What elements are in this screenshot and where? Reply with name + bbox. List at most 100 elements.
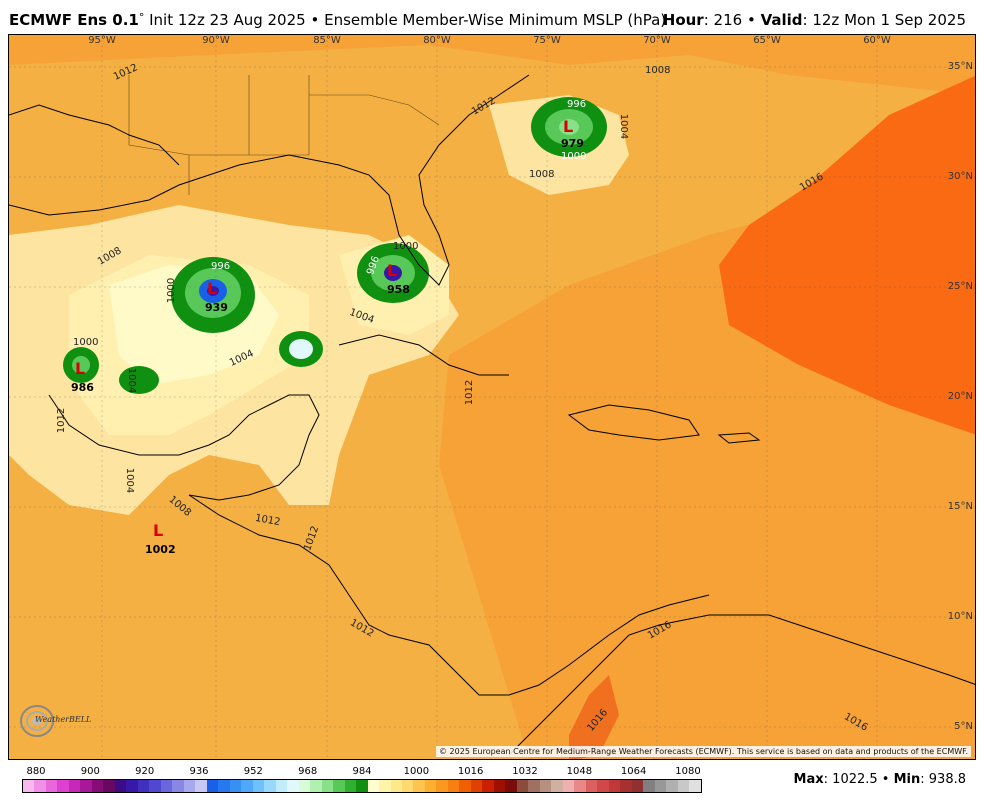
colorbar-swatch bbox=[436, 780, 448, 792]
colorbar-swatch bbox=[137, 780, 150, 792]
lat-label-15n: 15°N bbox=[947, 501, 973, 512]
colorbar-swatch bbox=[68, 780, 81, 792]
low-marker-north: L bbox=[563, 117, 574, 136]
valid-bullet: • bbox=[746, 11, 756, 29]
colorbar-swatch bbox=[172, 780, 184, 792]
colorbar-swatch bbox=[643, 780, 655, 792]
contour-label: 1000 bbox=[561, 151, 587, 162]
colorbar-swatch bbox=[562, 780, 575, 792]
colorbar-tick-label: 920 bbox=[135, 766, 155, 777]
colorbar-tick-label: 968 bbox=[298, 766, 318, 777]
colorbar-swatch bbox=[516, 780, 529, 792]
title-bullet: • bbox=[310, 11, 320, 29]
contour-label: 1000 bbox=[73, 337, 99, 348]
valid-label: Valid bbox=[760, 11, 803, 29]
high-pressure-region bbox=[719, 75, 975, 435]
colorbar-swatch bbox=[45, 780, 58, 792]
pressure-map[interactable]: 95°W 90°W 85°W 80°W 75°W 70°W 65°W 60°W … bbox=[8, 34, 976, 760]
contour-label: 1008 bbox=[529, 169, 555, 180]
lat-label-10n: 10°N bbox=[947, 611, 973, 622]
min-value: : 938.8 bbox=[920, 772, 966, 787]
header-title: ECMWF Ens 0.1° Init 12z 23 Aug 2025 • En… bbox=[9, 11, 666, 29]
contour-label: 1008 bbox=[645, 65, 671, 76]
degree-symbol: ° bbox=[138, 11, 145, 24]
low-value-gulf: 939 bbox=[205, 301, 228, 314]
low-marker-florida: L bbox=[387, 261, 398, 280]
colorbar-tick-label: 1048 bbox=[566, 766, 593, 777]
colorbar-swatch bbox=[264, 780, 276, 792]
colorbar-swatch bbox=[493, 780, 506, 792]
grid-lines bbox=[9, 35, 975, 759]
colorbar-swatch bbox=[390, 780, 402, 792]
max-value: : 1022.5 bbox=[823, 772, 878, 787]
hour-label: Hour bbox=[662, 11, 704, 29]
logo-text: WeatherBELL bbox=[35, 715, 92, 724]
colorbar-swatch bbox=[57, 780, 69, 792]
lon-label-80w: 80°W bbox=[423, 35, 451, 46]
colorbar-swatch bbox=[310, 780, 322, 792]
colorbar-swatch bbox=[333, 780, 345, 792]
map-shading bbox=[9, 35, 975, 759]
model-name: ECMWF Ens 0.1 bbox=[9, 11, 139, 29]
colorbar-swatch bbox=[528, 780, 540, 792]
contour-label: 1004 bbox=[126, 367, 138, 394]
colorbar-swatch bbox=[34, 780, 46, 792]
colorbar-swatch bbox=[275, 780, 288, 792]
low-value-west: 986 bbox=[71, 381, 94, 394]
colorbar-tick-label: 1000 bbox=[403, 766, 430, 777]
colorbar-swatch bbox=[91, 780, 104, 792]
colorbar-swatch bbox=[367, 780, 380, 792]
header-valid: Hour: 216 • Valid: 12z Mon 1 Sep 2025 bbox=[663, 11, 966, 29]
colorbar-swatch bbox=[241, 780, 253, 792]
contour-label: 1012 bbox=[464, 379, 476, 406]
colorbar-swatch bbox=[424, 780, 437, 792]
storm-core-mexico bbox=[119, 366, 159, 394]
stats-bullet: • bbox=[881, 772, 890, 787]
colorbar-tick-label: 1032 bbox=[512, 766, 538, 777]
colorbar-labels: 880 900 920 936 952 968 984 1000 1016 1032 1048 106… bbox=[22, 766, 702, 778]
logo-swirl-icon bbox=[20, 705, 54, 737]
low-value-pacific: 1002 bbox=[145, 543, 176, 556]
colorbar-swatch bbox=[114, 780, 127, 792]
colorbar-tick-label: 952 bbox=[243, 766, 263, 777]
colorbar-swatch bbox=[470, 780, 483, 792]
colorbar-swatch bbox=[447, 780, 460, 792]
colorbar-tick-label: 936 bbox=[189, 766, 209, 777]
colorbar-swatch bbox=[80, 780, 92, 792]
colorbar-swatch bbox=[195, 780, 207, 792]
lat-label-35n: 35°N bbox=[947, 61, 973, 72]
colorbar-swatch bbox=[149, 780, 161, 792]
colorbar-tick-label: 984 bbox=[352, 766, 372, 777]
storm-core-west-inner bbox=[72, 356, 90, 374]
colorbar-swatch bbox=[126, 780, 138, 792]
colorbar-swatch bbox=[379, 780, 391, 792]
colorbar-swatch bbox=[344, 780, 357, 792]
colorbar-tick-label: 880 bbox=[26, 766, 46, 777]
valid-value: : 12z Mon 1 Sep 2025 bbox=[802, 11, 966, 29]
colorbar-swatch bbox=[539, 780, 552, 792]
lon-label-75w: 75°W bbox=[533, 35, 561, 46]
product-name: Ensemble Member-Wise Minimum MSLP (hPa) bbox=[324, 11, 667, 29]
contour-label: 1000 bbox=[393, 241, 419, 252]
colorbar-swatch bbox=[620, 780, 632, 792]
colorbar-swatch bbox=[585, 780, 598, 792]
low-marker-west: L bbox=[75, 359, 86, 378]
colorbar-swatch bbox=[505, 780, 517, 792]
contour-label: 996 bbox=[211, 261, 231, 272]
colorbar-swatch bbox=[654, 780, 667, 792]
colorbar-swatch bbox=[287, 780, 299, 792]
colorbar-swatch bbox=[689, 780, 701, 792]
lon-label-60w: 60°W bbox=[863, 35, 891, 46]
hour-value: : 216 bbox=[703, 11, 743, 29]
colorbar-swatch bbox=[252, 780, 265, 792]
storm-core-yucatan-inner bbox=[289, 339, 313, 359]
lon-label-90w: 90°W bbox=[202, 35, 230, 46]
colorbar-swatch bbox=[666, 780, 678, 792]
colorbar-tick-label: 1064 bbox=[620, 766, 647, 777]
copyright-credit: © 2025 European Centre for Medium-Range … bbox=[436, 746, 971, 757]
low-marker-gulf: L bbox=[207, 279, 218, 298]
colorbar-swatch bbox=[631, 780, 644, 792]
contour-label: 996 bbox=[567, 99, 587, 110]
map-header: ECMWF Ens 0.1° Init 12z 23 Aug 2025 • En… bbox=[0, 0, 984, 34]
pressure-band-north bbox=[9, 35, 975, 95]
